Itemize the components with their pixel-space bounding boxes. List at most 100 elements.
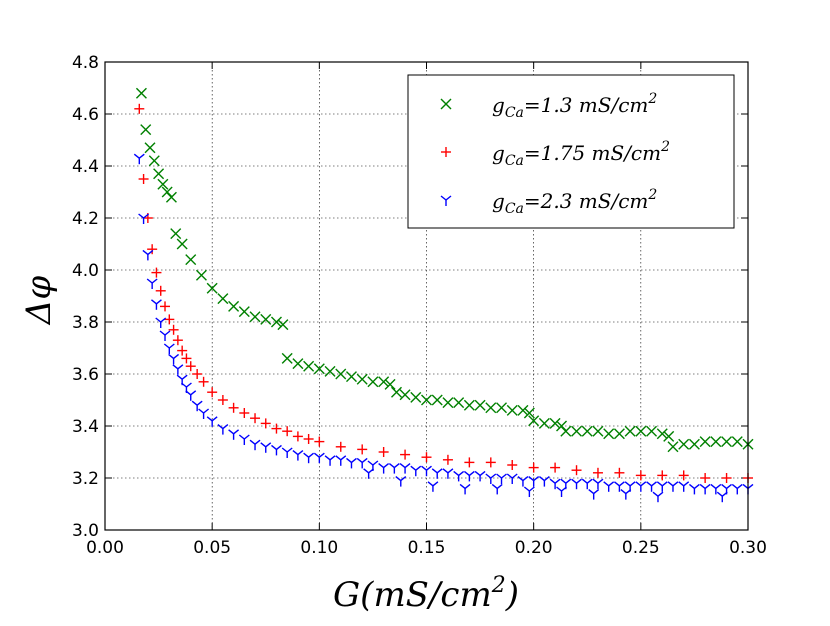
data-point bbox=[345, 371, 357, 383]
data-point bbox=[571, 425, 583, 437]
data-point bbox=[207, 387, 218, 398]
x-axis-label: G(mS/cm2) bbox=[333, 573, 519, 615]
data-point bbox=[138, 174, 149, 184]
data-point bbox=[571, 465, 582, 476]
data-point bbox=[228, 300, 240, 312]
data-point bbox=[431, 468, 443, 479]
data-point bbox=[699, 483, 711, 495]
data-point bbox=[496, 402, 508, 414]
data-point bbox=[700, 473, 711, 483]
data-point bbox=[185, 361, 196, 372]
data-point bbox=[442, 397, 454, 409]
data-point bbox=[195, 269, 207, 281]
data-point bbox=[346, 457, 357, 469]
data-point bbox=[198, 408, 210, 419]
data-point bbox=[523, 407, 535, 419]
data-point bbox=[663, 430, 675, 442]
x-tick-label: 0.30 bbox=[729, 538, 767, 558]
data-point bbox=[292, 431, 303, 442]
data-point bbox=[217, 424, 229, 435]
data-point bbox=[538, 476, 550, 487]
data-point bbox=[249, 311, 261, 323]
data-point bbox=[652, 491, 664, 503]
data-point bbox=[356, 457, 368, 469]
data-point bbox=[292, 450, 304, 461]
data-point bbox=[277, 319, 289, 331]
y-tick-label: 3.0 bbox=[72, 521, 99, 541]
legend-label-1: gCa=1.3 mS/cm2 bbox=[492, 91, 657, 121]
data-point bbox=[155, 317, 167, 328]
data-point bbox=[271, 423, 282, 434]
legend-marker-1 bbox=[440, 98, 452, 110]
data-point bbox=[228, 402, 239, 413]
data-point bbox=[528, 476, 540, 487]
data-point bbox=[485, 473, 497, 484]
data-point bbox=[550, 462, 561, 473]
x-tick-label: 0.25 bbox=[622, 538, 660, 558]
data-point bbox=[678, 470, 689, 481]
data-point bbox=[147, 244, 158, 255]
x-tick-label: 0.10 bbox=[300, 538, 338, 558]
data-point bbox=[710, 436, 722, 448]
data-point bbox=[324, 365, 336, 377]
y-tick-label: 4.2 bbox=[72, 209, 99, 229]
data-point bbox=[507, 460, 518, 470]
data-point bbox=[384, 378, 396, 390]
data-point bbox=[181, 353, 192, 364]
data-point bbox=[144, 142, 156, 154]
data-point bbox=[168, 353, 180, 365]
data-point bbox=[731, 483, 743, 495]
data-marks bbox=[133, 87, 754, 503]
data-point bbox=[303, 434, 314, 444]
data-point bbox=[400, 449, 411, 460]
data-point bbox=[453, 397, 465, 409]
data-point bbox=[239, 408, 250, 418]
data-point bbox=[523, 486, 535, 497]
data-point bbox=[678, 438, 690, 450]
data-point bbox=[151, 299, 162, 310]
plot-frame bbox=[104, 61, 749, 531]
data-point bbox=[614, 467, 625, 478]
data-point bbox=[146, 278, 158, 289]
data-point bbox=[172, 364, 184, 375]
data-point bbox=[421, 465, 432, 477]
data-point bbox=[560, 425, 572, 437]
data-point bbox=[688, 483, 700, 495]
data-point bbox=[646, 425, 658, 437]
data-point bbox=[624, 481, 636, 492]
data-point bbox=[260, 418, 271, 429]
data-point bbox=[292, 358, 304, 370]
data-point bbox=[228, 429, 240, 440]
data-point bbox=[464, 457, 475, 468]
data-point bbox=[721, 473, 732, 483]
y-tick-label: 3.2 bbox=[72, 469, 99, 489]
x-tick-label: 0.00 bbox=[86, 538, 124, 558]
data-point bbox=[260, 442, 272, 453]
data-point bbox=[463, 399, 475, 411]
data-point bbox=[657, 470, 668, 481]
data-point bbox=[517, 404, 529, 416]
data-point bbox=[335, 368, 347, 380]
data-point bbox=[688, 438, 700, 450]
y-tick-label: 3.6 bbox=[72, 365, 99, 385]
data-point bbox=[624, 425, 636, 437]
data-point bbox=[271, 444, 282, 456]
data-point bbox=[592, 425, 604, 437]
legend: gCa=1.3 mS/cm2 gCa=1.75 mS/cm2 gCa=2.3 mS/… bbox=[407, 74, 735, 229]
data-point bbox=[148, 155, 160, 167]
data-point bbox=[282, 426, 293, 437]
data-point bbox=[571, 478, 582, 490]
axis-tick-labels: 0.00 0.05 0.10 0.15 0.20 0.25 0.30 3.0 3.2 3.4 3.6… bbox=[72, 53, 767, 558]
data-point bbox=[613, 428, 625, 440]
data-point bbox=[206, 282, 218, 294]
data-point bbox=[410, 465, 422, 477]
data-point bbox=[463, 470, 475, 482]
data-point bbox=[549, 478, 561, 490]
data-point bbox=[421, 394, 432, 406]
data-point bbox=[170, 228, 182, 240]
data-point bbox=[270, 316, 282, 328]
data-point bbox=[378, 447, 389, 457]
data-point bbox=[313, 363, 325, 375]
data-point bbox=[613, 481, 625, 492]
